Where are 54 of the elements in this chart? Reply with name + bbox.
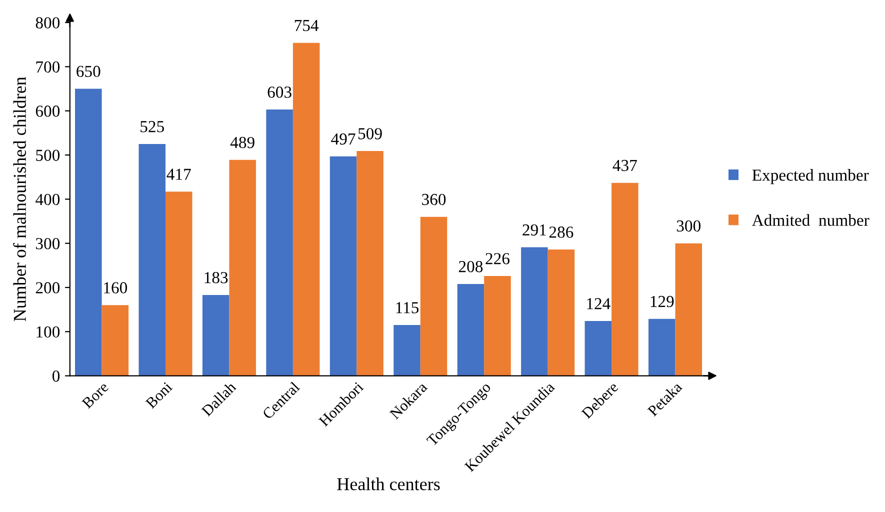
bar [202, 294, 230, 376]
data-label: 208 [458, 260, 483, 272]
bar [356, 151, 384, 376]
bar [521, 247, 548, 376]
data-label: 291 [522, 224, 546, 236]
bar [229, 160, 256, 376]
y-tick-label: 200 [36, 282, 60, 294]
data-label: 497 [331, 133, 356, 145]
data-label: 286 [549, 226, 574, 238]
y-tick-label: 700 [36, 61, 60, 73]
y-tick-label: 500 [36, 150, 60, 161]
data-label: 160 [104, 282, 128, 294]
y-tick-label: 300 [36, 238, 60, 250]
bar [138, 144, 166, 376]
y-tick-label: 800 [36, 17, 60, 28]
bar [420, 216, 448, 376]
bar [548, 250, 575, 376]
data-label: 525 [140, 121, 164, 132]
data-label: 489 [230, 136, 254, 148]
data-label: 226 [486, 253, 510, 264]
data-label: 129 [650, 296, 674, 308]
data-label: 417 [166, 168, 191, 180]
data-label: 183 [204, 272, 228, 284]
data-label: 754 [294, 20, 319, 32]
data-label: 509 [358, 128, 382, 140]
x-axis-title: Health centers [337, 478, 440, 490]
bar [612, 182, 638, 376]
y-tick-label: 0 [52, 370, 60, 382]
x-tick-label: Bore [82, 381, 110, 409]
data-label: 437 [612, 160, 637, 172]
bar [266, 110, 293, 376]
bar [648, 318, 676, 376]
data-label: 300 [676, 220, 700, 232]
bar [102, 305, 129, 376]
legend-label: Admited number [752, 214, 870, 226]
bar [484, 276, 511, 376]
bar [75, 88, 102, 376]
bar [394, 325, 420, 376]
bar [330, 156, 357, 376]
y-axis-title: Number of malnourished children [13, 76, 26, 322]
bar [584, 321, 612, 376]
bar [457, 284, 484, 376]
y-tick-label: 100 [36, 326, 60, 338]
bar [165, 192, 192, 376]
data-label: 124 [587, 298, 610, 310]
bar [292, 42, 320, 376]
data-label: 650 [76, 66, 100, 78]
y-tick-label: 400 [36, 194, 60, 206]
legend-label: Expected number [752, 169, 869, 184]
data-label: 603 [268, 86, 292, 98]
bar [675, 243, 702, 376]
data-label: 360 [422, 194, 446, 206]
y-tick-label: 600 [36, 106, 60, 117]
data-label: 115 [396, 302, 419, 314]
